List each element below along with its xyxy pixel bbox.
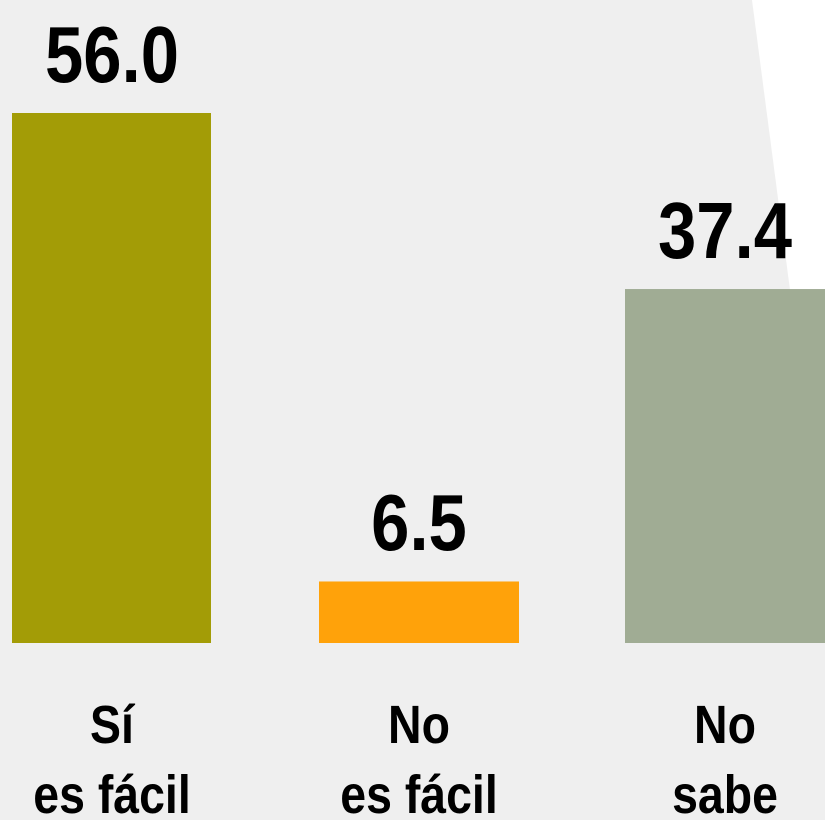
value-label: 56.0 — [44, 10, 179, 99]
bar — [319, 581, 519, 643]
category-label: No sabe — [672, 695, 778, 820]
value-label: 6.5 — [371, 478, 467, 568]
background-shape — [752, 0, 825, 290]
category-label: No es fácil — [340, 695, 498, 820]
category-label: Sí es fácil — [32, 695, 191, 820]
bar — [625, 289, 825, 643]
bar — [12, 113, 211, 643]
value-label: 37.4 — [658, 186, 792, 276]
